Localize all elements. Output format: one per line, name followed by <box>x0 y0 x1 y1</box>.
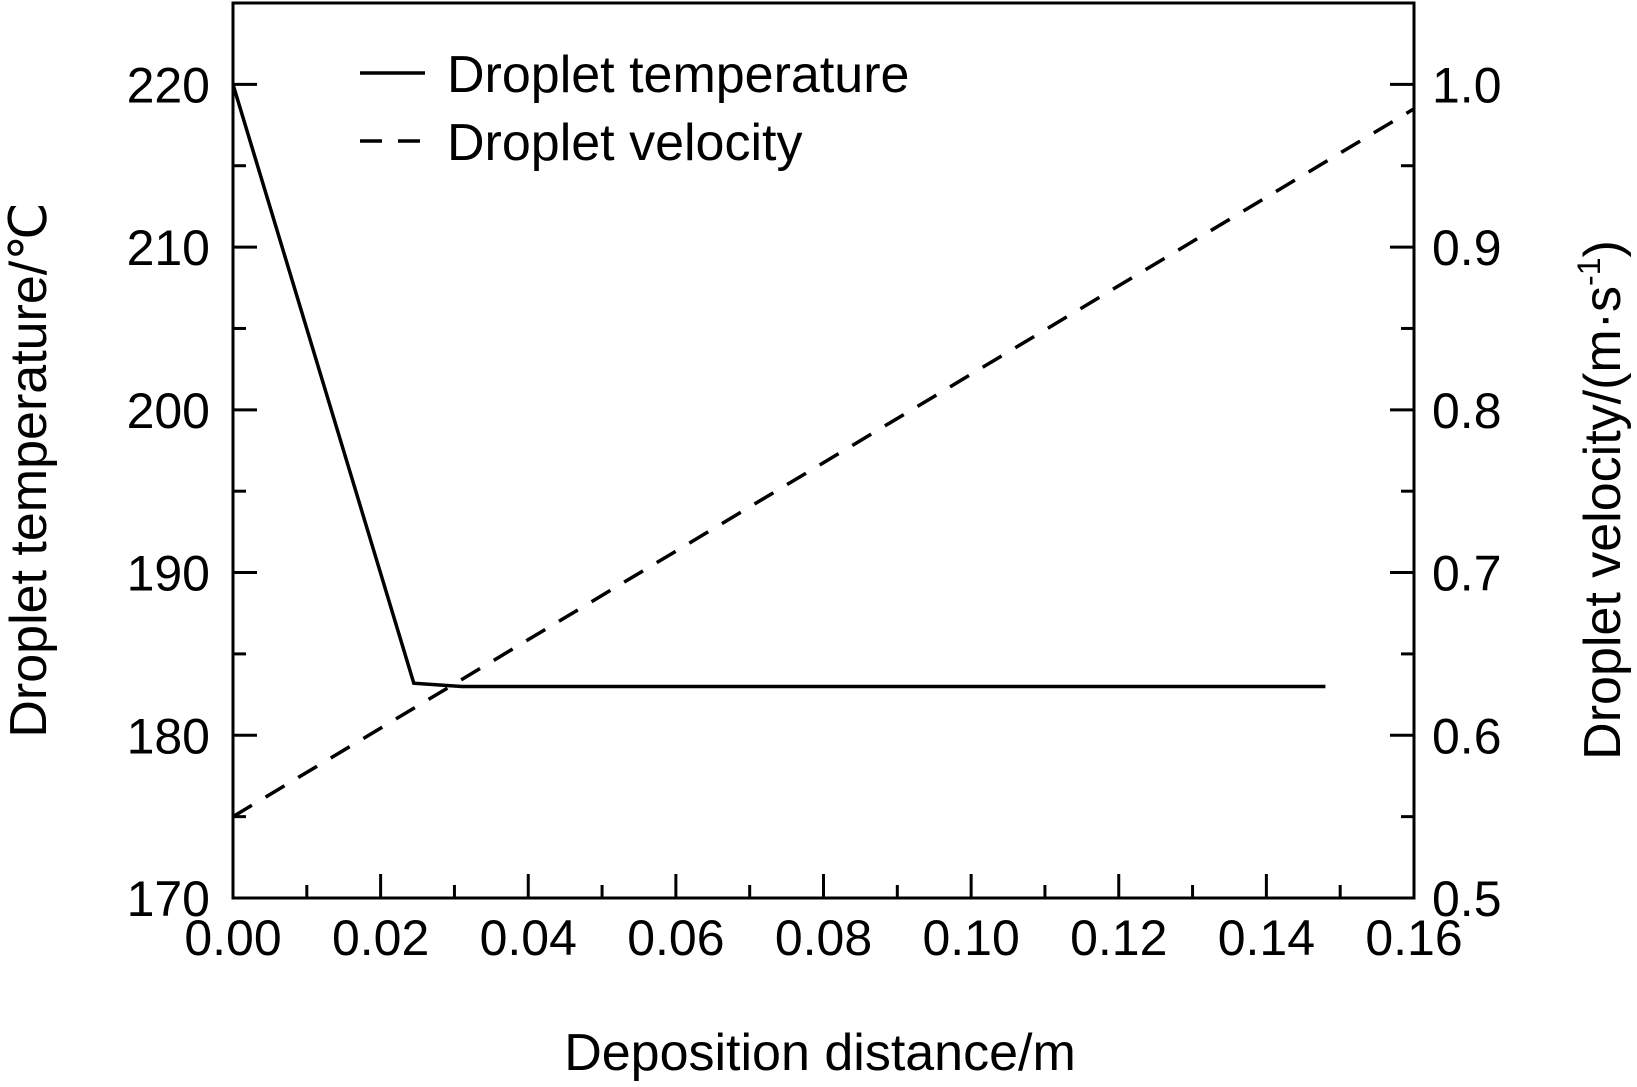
y-right-tick-label: 0.9 <box>1432 220 1502 276</box>
y-right-axis-title-superscript: -1 <box>1571 258 1607 286</box>
legend-label-temperature: Droplet temperature <box>447 46 909 104</box>
series-layer <box>231 83 1415 819</box>
y-left-tick-label: 200 <box>127 383 210 439</box>
y-right-axis-title-close: ) <box>1574 240 1632 257</box>
y-left-tick-label: 190 <box>127 546 210 602</box>
x-tick-label: 0.10 <box>922 910 1019 966</box>
y-right-tick-label: 1.0 <box>1432 57 1502 113</box>
y-left-tick-label: 170 <box>127 871 210 927</box>
y-right-axis-title: Droplet velocity/(m·s-1) <box>1571 240 1632 760</box>
y-right-tick-label: 0.7 <box>1432 546 1502 602</box>
ticks-layer <box>231 1 1416 900</box>
y-right-tick-label: 0.6 <box>1432 708 1502 764</box>
series-line-temperature <box>231 83 1326 689</box>
y-left-axis-title: Droplet temperature/℃ <box>0 202 58 737</box>
x-tick-label: 0.14 <box>1218 910 1315 966</box>
series-line-velocity <box>232 107 1415 819</box>
x-tick-label: 0.16 <box>1365 910 1462 966</box>
y-left-tick-label: 220 <box>127 57 210 113</box>
y-left-tick-label: 210 <box>127 220 210 276</box>
x-tick-label: 0.12 <box>1070 910 1167 966</box>
y-right-tick-label: 0.8 <box>1432 383 1502 439</box>
y-right-tick-label: 0.5 <box>1432 871 1502 927</box>
legend-label-velocity: Droplet velocity <box>447 114 802 172</box>
x-axis-title: Deposition distance/m <box>564 1024 1076 1082</box>
y-right-axis-title-main: Droplet velocity/(m·s <box>1574 286 1632 760</box>
plot-frame <box>231 1 1416 900</box>
x-tick-label: 0.06 <box>627 910 724 966</box>
x-tick-label: 0.04 <box>480 910 577 966</box>
x-tick-label: 0.02 <box>332 910 429 966</box>
x-tick-label: 0.00 <box>184 910 281 966</box>
y-left-tick-label: 180 <box>127 708 210 764</box>
x-tick-label: 0.08 <box>775 910 872 966</box>
legend: Droplet temperature Droplet velocity <box>360 46 909 172</box>
labels-layer: 0.00 0.02 0.04 0.06 0.08 0.10 0.12 0.14 0.16 170 1… <box>127 57 1502 966</box>
